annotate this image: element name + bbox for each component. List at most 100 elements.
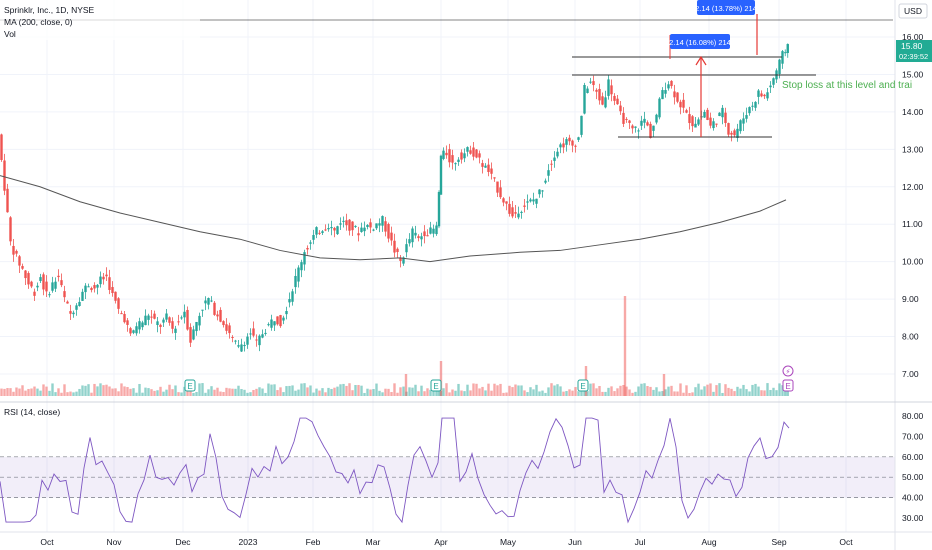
volume-bar xyxy=(640,383,643,396)
volume-bar xyxy=(508,385,511,396)
volume-bar xyxy=(643,383,646,396)
volume-bar xyxy=(736,386,739,396)
volume-bar xyxy=(475,383,478,396)
volume-bar xyxy=(496,385,499,396)
earnings-letter: E xyxy=(785,382,790,391)
volume-bar xyxy=(333,387,336,396)
candle-body xyxy=(210,300,213,302)
candle-body xyxy=(565,139,568,145)
volume-bar xyxy=(691,392,694,396)
volume-bar xyxy=(478,388,481,396)
candle-body xyxy=(514,212,517,214)
volume-bar xyxy=(712,391,715,396)
volume-bar xyxy=(733,391,736,396)
volume-bar xyxy=(309,385,312,396)
price-axis[interactable]: 16.00 15.00 14.00 13.00 12.00 11.00 10.00 9.00 8… xyxy=(902,32,924,379)
vol-legend[interactable]: Vol xyxy=(4,29,16,39)
candle-body xyxy=(520,211,523,213)
volume-bar xyxy=(396,392,399,396)
volume-bar xyxy=(327,387,330,396)
volume-bar xyxy=(544,392,547,396)
earnings-letter: E xyxy=(433,382,438,391)
currency-label[interactable]: USD xyxy=(904,6,922,16)
rsi-axis[interactable]: 80.00 70.00 60.00 50.00 40.00 30.00 xyxy=(902,411,924,523)
volume-bar xyxy=(381,392,384,396)
candle-body xyxy=(472,147,475,157)
volume-bar xyxy=(339,384,342,396)
candle-body xyxy=(273,321,276,326)
measure-label-mid[interactable] xyxy=(670,34,730,49)
candle-body xyxy=(709,117,712,126)
time-tick: Nov xyxy=(106,537,122,547)
volume-bar xyxy=(769,389,772,396)
volume-bar xyxy=(694,387,697,396)
flash-icon[interactable] xyxy=(782,365,794,377)
volume-bar xyxy=(54,392,57,396)
candle-body xyxy=(15,250,18,254)
candle-body xyxy=(739,120,742,132)
candle-body xyxy=(772,78,775,85)
candle-body xyxy=(117,298,120,309)
volume-bar xyxy=(634,391,637,396)
volume-bar xyxy=(469,390,472,396)
candle-body xyxy=(742,118,745,124)
volume-bar xyxy=(655,387,658,396)
volume-bar xyxy=(342,383,345,396)
candle-body xyxy=(426,235,429,237)
candle-body xyxy=(532,199,535,202)
candle-body xyxy=(411,228,414,243)
volume-bar xyxy=(442,388,445,396)
candles xyxy=(0,43,789,353)
volume-bar xyxy=(258,387,261,396)
time-tick: Aug xyxy=(701,537,716,547)
volume-bar xyxy=(135,392,138,396)
earnings-icon xyxy=(782,379,794,392)
candle-body xyxy=(577,137,580,140)
candle-body xyxy=(595,89,598,92)
volume-bar xyxy=(81,385,84,396)
candle-body xyxy=(547,170,550,176)
volume-bar xyxy=(276,390,279,396)
rsi-legend[interactable]: RSI (14, close) xyxy=(4,407,60,417)
volume-bar xyxy=(159,386,162,396)
volume-bar xyxy=(423,391,426,396)
candle-body xyxy=(276,316,279,325)
volume-bar xyxy=(318,390,321,396)
volume-bar xyxy=(577,391,580,396)
volume-bar xyxy=(120,383,123,396)
volume-bar xyxy=(574,387,577,396)
candle-body xyxy=(760,93,763,97)
volume-bar xyxy=(36,388,39,396)
time-axis[interactable]: Oct Nov Dec 2023 Feb Mar Apr May Jun Jul Aug Sep Oct xyxy=(40,537,853,547)
symbol-legend[interactable]: Sprinklr, Inc., 1D, NYSE xyxy=(4,5,95,15)
volume-bar xyxy=(129,388,132,396)
volume-bar xyxy=(622,385,625,396)
volume-bar xyxy=(583,391,586,396)
stop-loss-note[interactable]: Stop loss at this level and trai xyxy=(782,80,912,91)
candle-body xyxy=(213,302,216,315)
candle-body xyxy=(336,226,339,235)
volume-bar xyxy=(493,383,496,396)
candle-body xyxy=(330,227,333,229)
candle-body xyxy=(437,191,441,227)
volume-bar xyxy=(174,385,177,396)
volume-bar xyxy=(775,390,778,396)
volume-bar xyxy=(481,386,484,396)
candle-body xyxy=(114,291,117,301)
candle-body xyxy=(435,225,438,235)
ma-legend[interactable]: MA (200, close, 0) xyxy=(4,17,73,27)
candle-body xyxy=(685,110,688,113)
volume-bar xyxy=(150,389,153,396)
candle-body xyxy=(535,198,538,204)
measure-label-top[interactable] xyxy=(697,0,755,15)
price-tick: 13.00 xyxy=(902,144,924,154)
volume-bar xyxy=(607,387,610,396)
candle-body xyxy=(724,112,727,124)
candle-body xyxy=(571,140,574,146)
candle-body xyxy=(315,227,318,235)
volume-bar xyxy=(670,385,673,396)
candle-body xyxy=(399,257,402,261)
candle-body xyxy=(48,294,51,296)
